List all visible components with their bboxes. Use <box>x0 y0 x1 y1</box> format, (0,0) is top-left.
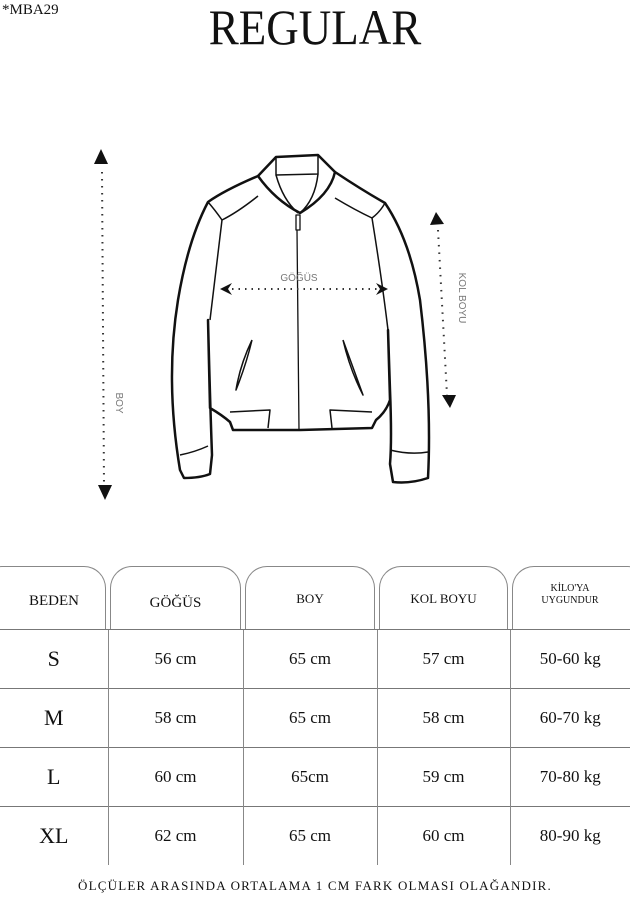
fit-title: REGULAR <box>208 0 422 55</box>
cell-chest: 60 cm <box>107 747 243 807</box>
header-sleeve: KOL BOYU <box>377 566 510 630</box>
chest-label: GÖĞÜS <box>280 271 318 284</box>
header-weight: KİLO'YA UYGUNDUR <box>510 566 630 630</box>
cell-sleeve: 59 cm <box>376 747 510 807</box>
sleeve-measure-arrow: KOL BOYU <box>430 212 467 408</box>
table-row: L 60 cm 65cm 59 cm 70-80 kg <box>0 747 630 807</box>
cell-size: S <box>0 629 108 689</box>
zipper <box>295 214 301 431</box>
cell-weight: 50-60 kg <box>509 629 630 689</box>
cell-size: XL <box>0 806 108 865</box>
length-measure-arrow: BOY <box>94 149 124 500</box>
cell-sleeve: 57 cm <box>376 629 510 689</box>
sleeve-label: KOL BOYU <box>456 273 467 324</box>
footer-note: ÖLÇÜLER ARASINDA ORTALAMA 1 CM FARK OLMA… <box>78 878 552 893</box>
cell-size: L <box>0 747 108 807</box>
jacket-outline <box>170 170 431 484</box>
cell-weight: 60-70 kg <box>509 688 630 748</box>
size-table: BEDEN GÖĞÜS BOY KOL BOYU KİLO'YA UYGUNDUR… <box>0 566 630 865</box>
cell-sleeve: 60 cm <box>376 806 510 865</box>
cell-size: M <box>0 688 108 748</box>
collar <box>256 153 337 215</box>
cell-weight: 70-80 kg <box>509 747 630 807</box>
cell-length: 65 cm <box>242 629 377 689</box>
cell-length: 65 cm <box>242 688 377 748</box>
table-row: M 58 cm 65 cm 58 cm 60-70 kg <box>0 688 630 748</box>
chest-measure-arrow: GÖĞÜS <box>220 271 388 295</box>
jacket-diagram: GÖĞÜS BOY KOL BOYU <box>94 149 467 500</box>
table-header-row: BEDEN GÖĞÜS BOY KOL BOYU KİLO'YA UYGUNDUR <box>0 566 630 630</box>
cell-chest: 62 cm <box>107 806 243 865</box>
header-length: BOY <box>243 566 377 630</box>
header-size: BEDEN <box>0 566 108 630</box>
cell-chest: 58 cm <box>107 688 243 748</box>
cell-chest: 56 cm <box>107 629 243 689</box>
product-code: *MBA29 <box>2 2 59 18</box>
length-label: BOY <box>113 392 124 413</box>
cell-length: 65cm <box>242 747 377 807</box>
cell-sleeve: 58 cm <box>376 688 510 748</box>
table-row: XL 62 cm 65 cm 60 cm 80-90 kg <box>0 806 630 865</box>
cell-length: 65 cm <box>242 806 377 865</box>
table-row: S 56 cm 65 cm 57 cm 50-60 kg <box>0 629 630 689</box>
header-chest: GÖĞÜS <box>108 566 243 630</box>
cell-weight: 80-90 kg <box>509 806 630 865</box>
